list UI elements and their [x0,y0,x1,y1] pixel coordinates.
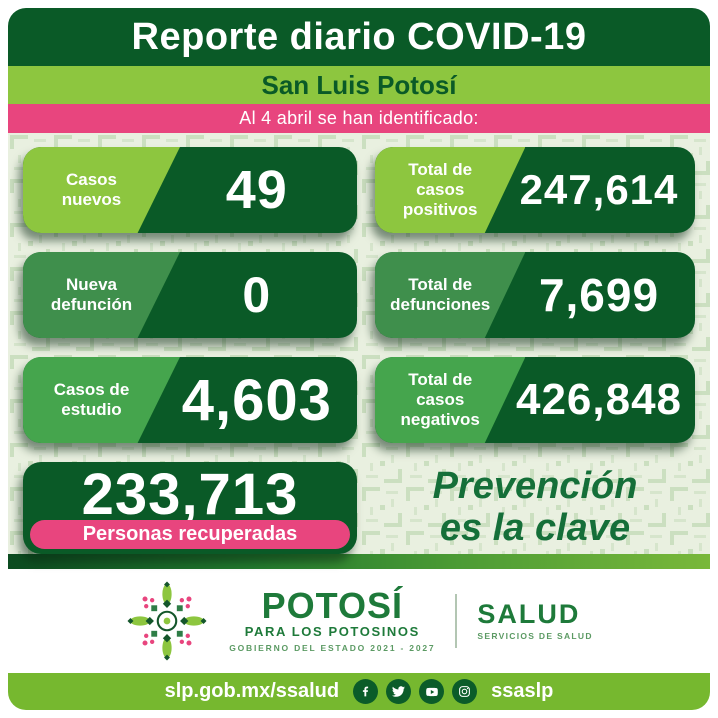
potosi-rosette-emblem [127,581,207,661]
stat-card-total-negativos: Total de casos negativos 426,848 [375,357,695,443]
bottom-bar: slp.gob.mx/ssalud ssaslp [8,673,710,710]
potosi-title: POTOSÍ [261,584,404,626]
date-banner: Al 4 abril se han identificado: [8,104,710,133]
stat-card-total-positivos: Total de casos positivos 247,614 [375,147,695,233]
stat-card-total-defunciones: Total de defunciones 7,699 [375,252,695,338]
website-url: slp.gob.mx/ssalud [164,680,340,702]
prevention-slogan: Prevención es la clave [432,465,638,549]
salud-subtitle: SERVICIOS DE SALUD [477,631,593,641]
stat-value: 0 [242,267,272,323]
state-name: San Luis Potosí [261,69,457,100]
green-divider-strip [8,554,710,569]
date-banner-text: Al 4 abril se han identificado: [239,108,479,128]
salud-wordmark: SALUD SERVICIOS DE SALUD [477,599,593,642]
stat-card-casos-nuevos: Casos nuevos 49 [23,147,357,233]
footer-logos: POTOSÍ PARA LOS POTOSINOS GOBIERNO DEL E… [8,569,710,673]
youtube-icon [419,679,445,704]
page-title: Reporte diario COVID-19 [131,15,587,58]
stat-card-casos-estudio: Casos de estudio 4,603 [23,357,357,443]
stats-section: Casos nuevos 49 Total de casos positivos… [8,133,710,554]
stat-label: Casos de estudio [23,357,180,443]
stat-label: Total de casos negativos [375,357,526,443]
stat-value: 49 [225,160,288,220]
stat-value: 247,614 [519,166,679,213]
social-handle: ssaslp [491,680,554,702]
recovered-card: 233,713 Personas recuperadas [23,462,357,554]
stat-value: 4,603 [181,367,332,433]
footer-divider [455,594,458,648]
facebook-icon [353,679,379,704]
subheader: San Luis Potosí [8,66,710,104]
stat-card-nueva-defuncion: Nueva defunción 0 [23,252,357,338]
stat-value: 7,699 [538,269,660,321]
stat-value: 426,848 [515,375,683,424]
potosi-subtitle: PARA LOS POTOSINOS [244,624,420,640]
recovered-value: 233,713 [81,462,299,527]
salud-title: SALUD [477,599,581,629]
poster-inner: Reporte diario COVID-19 San Luis Potosí … [8,8,710,710]
social-icons [353,679,478,704]
potosi-caption: GOBIERNO DEL ESTADO 2021 - 2027 [229,643,436,654]
header: Reporte diario COVID-19 [8,8,710,66]
instagram-icon [452,679,478,704]
potosi-wordmark: POTOSÍ PARA LOS POTOSINOS GOBIERNO DEL E… [229,584,436,654]
twitter-icon [386,679,412,704]
recovered-label-pill: Personas recuperadas [30,520,350,549]
stats-grid: Casos nuevos 49 Total de casos positivos… [23,147,695,554]
